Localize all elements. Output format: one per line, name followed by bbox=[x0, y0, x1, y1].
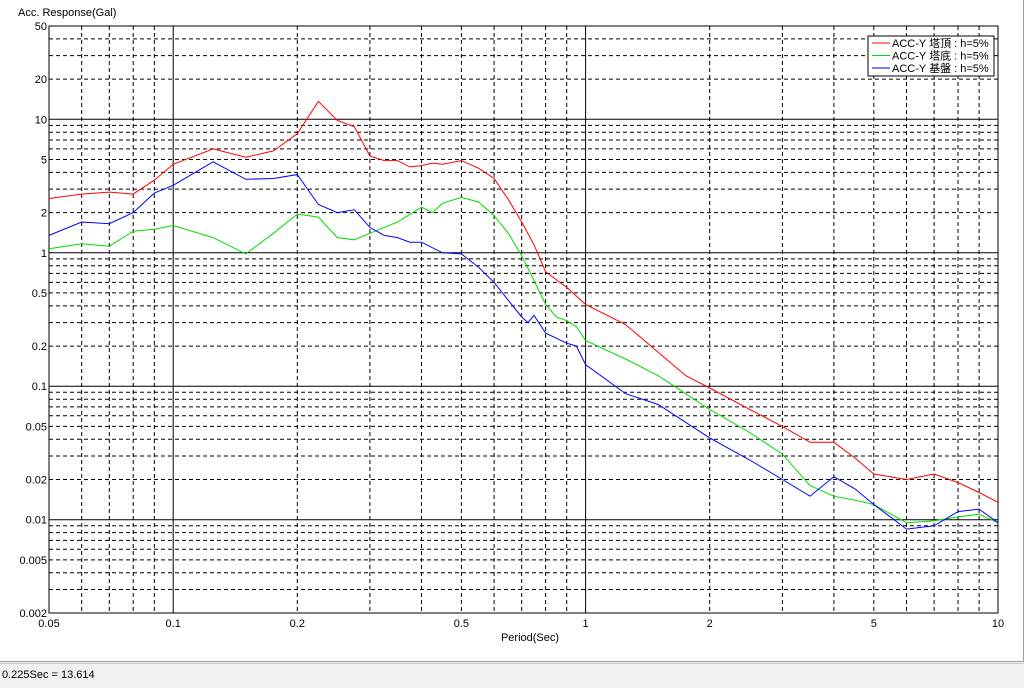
y-tick-label: 2 bbox=[41, 208, 47, 220]
x-axis-label: Period(Sec) bbox=[501, 632, 559, 644]
x-tick-label: 1 bbox=[583, 618, 589, 630]
y-tick-label: 0.5 bbox=[32, 288, 47, 300]
grid-lines bbox=[48, 25, 999, 614]
plot-area bbox=[48, 25, 999, 614]
series-line-3 bbox=[48, 161, 999, 530]
y-tick-label: 0.01 bbox=[26, 515, 47, 527]
legend: ACC-Y 塔頂 : h=5%ACC-Y 塔底 : h=5%ACC-Y 基盤 :… bbox=[867, 35, 995, 77]
status-bar: 0.225Sec = 13.614 bbox=[0, 663, 1024, 688]
x-tick-label: 2 bbox=[707, 618, 713, 630]
y-tick-label: 0.2 bbox=[32, 341, 47, 353]
y-tick-label: 5 bbox=[41, 155, 47, 167]
x-tick-label: 0.1 bbox=[166, 618, 181, 630]
y-tick-label: 0.1 bbox=[32, 381, 47, 393]
series-line-1 bbox=[48, 100, 999, 503]
x-tick-label: 5 bbox=[871, 618, 877, 630]
y-tick-label: 10 bbox=[35, 114, 47, 126]
response-spectrum-chart: Acc. Response(Gal) Period(Sec) 0.0020.00… bbox=[18, 7, 1004, 644]
y-tick-label: 20 bbox=[35, 74, 47, 86]
y-tick-label: 50 bbox=[35, 21, 47, 33]
status-readout: 0.225Sec = 13.614 bbox=[2, 669, 95, 681]
legend-label: ACC-Y 基盤 : h=5% bbox=[892, 62, 989, 75]
y-tick-label: 0.002 bbox=[19, 608, 47, 620]
x-tick-labels: 0.05 0.1 0.2 0.5 1 2 5 10 bbox=[38, 618, 1004, 630]
y-tick-labels: 0.002 0.005 0.01 0.02 0.05 0.1 0.2 0.5 1 2 5 10 20 50 bbox=[19, 21, 47, 620]
y-axis-label: Acc. Response(Gal) bbox=[18, 7, 116, 19]
series-lines bbox=[48, 100, 999, 530]
legend-label: ACC-Y 塔底 : h=5% bbox=[892, 49, 989, 63]
y-tick-label: 0.02 bbox=[26, 475, 47, 487]
legend-label: ACC-Y 塔頂 : h=5% bbox=[892, 37, 989, 50]
y-tick-label: 0.005 bbox=[19, 555, 47, 567]
x-tick-label: 0.2 bbox=[290, 618, 305, 630]
y-tick-label: 0.05 bbox=[26, 421, 47, 433]
x-tick-label: 0.05 bbox=[38, 618, 59, 630]
x-tick-label: 10 bbox=[992, 618, 1004, 630]
x-tick-label: 0.5 bbox=[454, 618, 469, 630]
y-tick-label: 1 bbox=[41, 248, 47, 260]
series-line-2 bbox=[48, 196, 999, 524]
plot-window: Acc. Response(Gal) Period(Sec) 0.002 0.00… bbox=[0, 0, 1024, 662]
